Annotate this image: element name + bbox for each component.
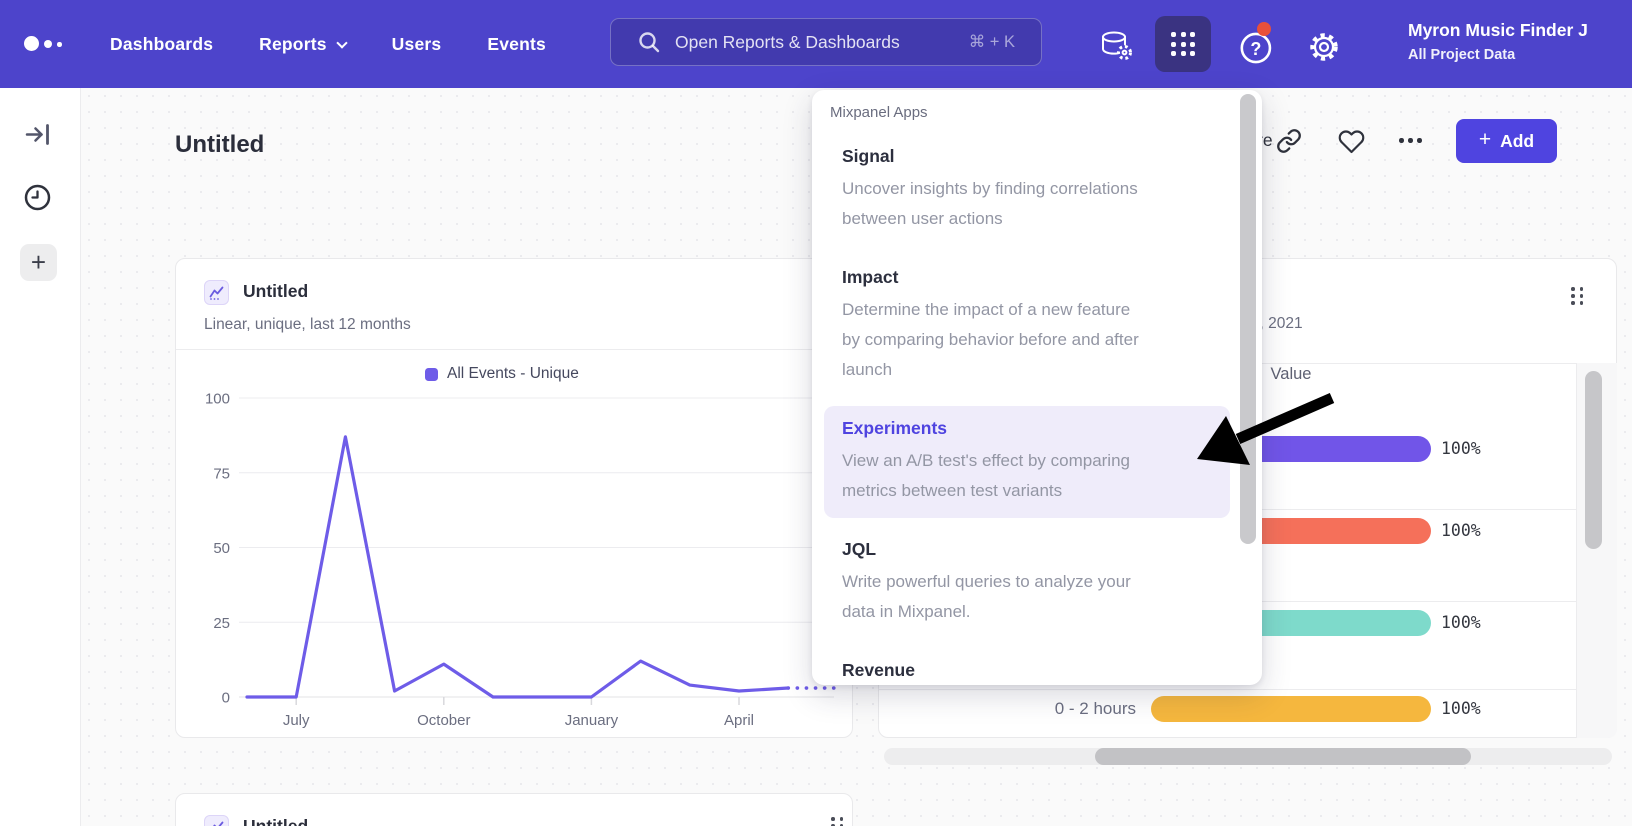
value-label: 100% (1441, 699, 1481, 718)
apps-menu-item-jql[interactable]: JQL Write powerful queries to analyze you… (824, 527, 1230, 639)
dropdown-scrollbar-thumb[interactable] (1240, 94, 1256, 544)
primary-nav: Dashboards Reports Users Events (110, 0, 546, 88)
add-report-button[interactable]: + Add (1456, 119, 1557, 163)
nav-item-events[interactable]: Events (487, 34, 546, 55)
apps-menu-item-impact[interactable]: Impact Determine the impact of a new feat… (824, 255, 1230, 397)
row-label: 0 - 2 hours (1054, 699, 1136, 718)
apps-grid-icon (1171, 32, 1195, 56)
menu-item-description: Determine the impact of a new feature by… (842, 300, 1139, 379)
value-bar[interactable] (1151, 696, 1431, 722)
menu-item-description: Uncover insights by finding correlations… (842, 179, 1138, 228)
bottom-chart-card: Untitled (175, 793, 853, 826)
table-vertical-scrollbar[interactable] (1576, 363, 1617, 738)
nav-item-label: Events (487, 33, 546, 54)
line-chart[interactable]: 0 25 50 75 100 July October January April (184, 387, 846, 735)
global-search-input[interactable]: Open Reports & Dashboards ⌘ + K (610, 18, 1042, 66)
svg-text:75: 75 (213, 465, 230, 482)
nav-item-reports[interactable]: Reports (259, 33, 348, 55)
svg-text:January: January (565, 712, 619, 729)
svg-text:0: 0 (222, 690, 230, 707)
recent-history-icon[interactable] (23, 183, 52, 212)
settings-gear-icon[interactable] (1306, 29, 1342, 65)
drag-handle-icon[interactable] (1571, 287, 1583, 305)
nav-item-label: Reports (259, 33, 327, 54)
plus-icon: + (30, 247, 47, 277)
user-menu[interactable]: Myron Music Finder J All Project Data (1408, 20, 1632, 63)
svg-text:50: 50 (213, 540, 230, 557)
svg-text:April: April (724, 712, 754, 729)
drag-handle-icon[interactable] (831, 817, 843, 826)
menu-item-description: View an A/B test's effect by comparing m… (842, 451, 1130, 500)
row-divider (879, 689, 1576, 690)
search-placeholder: Open Reports & Dashboards (675, 31, 900, 52)
line-chart-card: Untitled Linear, unique, last 12 months … (175, 258, 853, 738)
top-nav: Dashboards Reports Users Events Open Report… (0, 0, 1632, 88)
value-column-header[interactable]: Value (1270, 365, 1312, 383)
report-title[interactable]: Untitled (243, 281, 309, 301)
apps-menu-item-experiments[interactable]: Experiments View an A/B test's effect by … (824, 406, 1230, 518)
svg-text:25: 25 (213, 615, 230, 632)
menu-item-title: Signal (842, 146, 895, 166)
nav-item-label: Dashboards (110, 33, 214, 54)
svg-text:100: 100 (205, 391, 230, 408)
more-actions-icon[interactable] (1399, 138, 1422, 143)
nav-item-users[interactable]: Users (392, 34, 442, 55)
menu-item-title: JQL (842, 539, 877, 559)
help-icon[interactable]: ? (1239, 30, 1275, 66)
mixpanel-logo[interactable] (24, 36, 66, 54)
apps-menu-item-signal[interactable]: Signal Uncover insights by finding correl… (824, 134, 1230, 246)
insights-report-icon (204, 280, 229, 305)
copy-link-icon[interactable] (1276, 128, 1302, 154)
report-title[interactable]: Untitled (243, 816, 309, 826)
svg-text:October: October (417, 712, 470, 729)
apps-menu-list: Signal Uncover insights by finding correl… (812, 134, 1262, 685)
apps-grid-button[interactable] (1155, 16, 1211, 72)
svg-text:July: July (283, 712, 310, 729)
search-icon (639, 32, 660, 53)
svg-text:?: ? (1250, 39, 1261, 59)
favorite-heart-icon[interactable] (1337, 127, 1366, 154)
apps-menu-item-revenue[interactable]: Revenue (824, 648, 1230, 685)
nav-item-label: Users (391, 33, 442, 54)
left-sidebar: + (0, 88, 81, 826)
menu-item-title: Experiments (842, 418, 948, 438)
search-shortcut: ⌘ + K (968, 33, 1015, 51)
nav-item-dashboards[interactable]: Dashboards (110, 34, 213, 55)
value-label: 100% (1441, 521, 1481, 540)
menu-item-description: Write powerful queries to analyze your d… (842, 572, 1131, 621)
scrollbar-thumb[interactable] (1585, 371, 1602, 549)
apps-menu-title: Mixpanel Apps (830, 104, 928, 121)
user-project: All Project Data (1408, 47, 1516, 63)
value-label: 100% (1441, 439, 1481, 458)
report-subtitle: Linear, unique, last 12 months (204, 316, 411, 333)
mixpanel-apps-dropdown: Mixpanel Apps Signal Uncover insights by … (812, 90, 1262, 685)
table-horizontal-scrollbar-thumb[interactable] (1095, 748, 1471, 765)
legend-swatch (425, 367, 438, 381)
chart-legend[interactable]: All Events - Unique (425, 365, 579, 383)
user-name: Myron Music Finder J (1408, 20, 1588, 40)
page-title: Untitled (175, 131, 265, 158)
legend-label: All Events - Unique (447, 365, 579, 382)
menu-item-title: Impact (842, 267, 899, 287)
notification-badge (1257, 22, 1271, 36)
plus-icon: + (1478, 128, 1492, 151)
expand-sidebar-icon[interactable] (25, 121, 52, 148)
divider (176, 349, 852, 350)
chevron-down-icon (336, 36, 348, 49)
data-management-icon[interactable] (1098, 28, 1134, 64)
menu-item-title: Revenue (842, 660, 915, 680)
value-label: 100% (1441, 613, 1481, 632)
insights-report-icon (204, 815, 229, 826)
add-board-button[interactable]: + (20, 244, 57, 281)
